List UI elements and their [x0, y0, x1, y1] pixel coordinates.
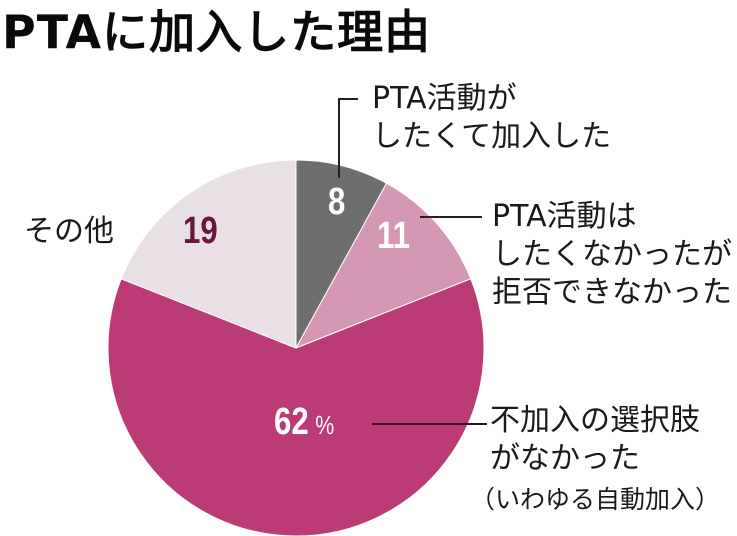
pie-slice-2: [294, 182, 472, 349]
percent-unit: %: [315, 410, 335, 440]
label-s1-line1: PTA活動が: [372, 81, 517, 116]
slice-value-s2: 11: [377, 215, 410, 257]
label-s3-line1: 不加入の選択肢: [490, 403, 700, 438]
leader-line-s1-h: [338, 98, 358, 100]
chart-title: PTAに加入した理由: [2, 5, 432, 59]
label-s2: PTA活動は したくなかったが 拒否できなかった: [492, 198, 732, 312]
slice-value-s1: 8: [328, 181, 346, 223]
label-s3: 不加入の選択肢 がなかった: [490, 402, 700, 478]
pie-slice-1: [295, 159, 388, 349]
leader-line-s1: [338, 98, 340, 178]
slice-value-s4: 19: [183, 210, 218, 252]
label-s2-line3: 拒否できなかった: [492, 275, 732, 310]
leader-line-s2: [420, 216, 482, 218]
label-s4: その他: [24, 214, 114, 249]
label-s1-line2: したくて加入した: [372, 119, 612, 154]
slice-value-s3-number: 62: [274, 401, 309, 443]
label-s2-line1: PTA活動は: [492, 199, 637, 234]
slice-value-s3: 62%: [274, 402, 334, 445]
label-s2-line2: したくなかったが: [492, 237, 732, 272]
label-s1: PTA活動が したくて加入した: [372, 80, 611, 156]
label-s3-note: （いわゆる自動加入）: [470, 485, 721, 514]
pie-slice-4: [120, 159, 297, 349]
leader-line-s3: [372, 423, 487, 425]
label-s3-line2: がなかった: [490, 441, 640, 476]
